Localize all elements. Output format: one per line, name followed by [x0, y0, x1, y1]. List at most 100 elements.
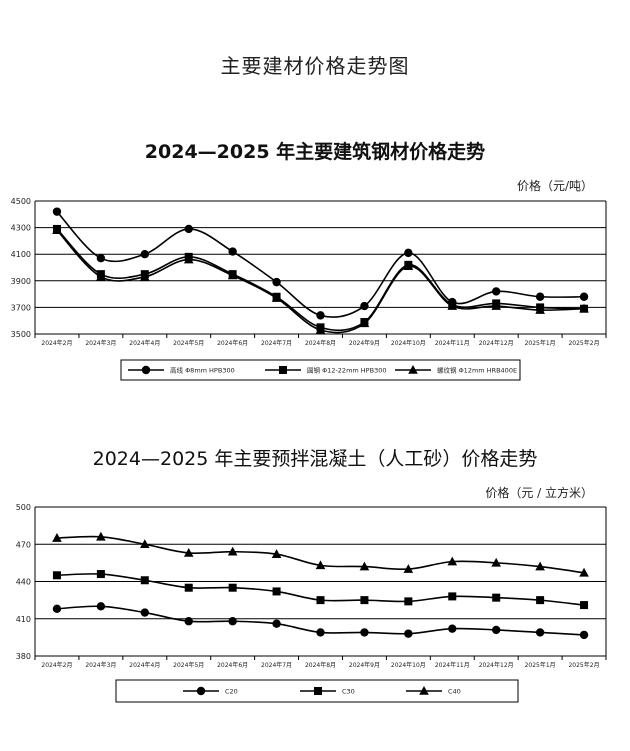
steel-x-tick-label: 2024年7月 [261, 339, 292, 347]
concrete-series-1-point [491, 625, 501, 635]
steel-legend-marker [279, 366, 287, 374]
concrete-x-tick-label: 2025年1月 [525, 661, 556, 669]
steel-x-tick-label: 2024年2月 [41, 339, 72, 347]
concrete-series-2-point [96, 570, 105, 579]
concrete-series-1-point [448, 624, 457, 633]
concrete-series-1-point [404, 629, 413, 638]
concrete-series-2-point [360, 596, 369, 605]
steel-series-1-point [579, 292, 589, 301]
concrete-series-2-point [492, 593, 501, 602]
concrete-legend-label: C40 [448, 688, 461, 696]
concrete-x-tick-label: 2024年11月 [435, 661, 470, 669]
concrete-series-1-point [360, 628, 369, 637]
steel-x-tick-label: 2024年6月 [217, 339, 248, 347]
steel-y-tick-label: 4100 [11, 250, 31, 259]
concrete-series-2-point [272, 587, 281, 596]
concrete-x-tick-label: 2024年4月 [129, 661, 160, 669]
concrete-series-2-point [580, 601, 589, 610]
concrete-y-unit: 价格（元 / 立方米） [485, 486, 593, 500]
concrete-series-1-point [140, 608, 150, 617]
concrete-series-3-point [403, 564, 414, 573]
concrete-legend-label: C30 [342, 688, 355, 696]
steel-x-tick-label: 2024年11月 [435, 339, 470, 347]
concrete-x-tick-label: 2024年3月 [85, 661, 116, 669]
concrete-series-2-point [316, 596, 325, 605]
steel-series-1-point [96, 253, 106, 263]
concrete-series-2-point [52, 571, 61, 580]
steel-x-tick-label: 2024年3月 [85, 339, 116, 347]
steel-series-1-point [360, 301, 369, 311]
concrete-y-tick-label: 470 [16, 540, 31, 549]
page-title: 主要建材价格走势图 [220, 54, 410, 78]
steel-x-tick-label: 2025年1月 [525, 339, 556, 347]
steel-series-1-point [184, 224, 193, 234]
concrete-y-tick-label: 500 [16, 503, 31, 512]
steel-series-3-point [447, 301, 458, 310]
concrete-x-tick-label: 2024年5月 [173, 661, 204, 669]
concrete-series-3-point [535, 561, 545, 571]
steel-x-tick-label: 2024年12月 [479, 339, 514, 347]
steel-series-3-point [491, 301, 501, 310]
concrete-series-2-point [536, 596, 545, 605]
steel-x-tick-label: 2024年8月 [305, 339, 336, 347]
concrete-series-2-point [404, 597, 413, 606]
steel-legend-marker [408, 365, 418, 374]
concrete-series-3-point [447, 556, 458, 566]
concrete-y-tick-label: 380 [16, 652, 31, 661]
steel-legend-label: 高线 Φ8mm HPB300 [170, 366, 235, 375]
concrete-y-tick-label: 440 [16, 578, 31, 587]
steel-chart-title: 2024—2025 年主要建筑钢材价格走势 [144, 141, 486, 163]
concrete-series-1-point [535, 628, 545, 637]
concrete-legend-box [115, 679, 519, 703]
concrete-series-1-point [316, 628, 325, 637]
steel-series-1-point [491, 287, 501, 296]
steel-y-tick-label: 3700 [11, 303, 31, 312]
steel-legend-marker [141, 365, 151, 375]
steel-series-1-point [52, 207, 62, 216]
concrete-series-1-point [96, 602, 106, 611]
concrete-x-tick-label: 2025年2月 [568, 661, 599, 669]
steel-series-3-point [140, 271, 150, 281]
concrete-x-tick-label: 2024年9月 [349, 661, 380, 669]
steel-series-3-point [579, 303, 589, 313]
steel-series-3-point [227, 270, 238, 280]
steel-series-3-point [271, 293, 282, 302]
concrete-series-3-point [140, 539, 150, 549]
steel-series-1-point [140, 250, 150, 259]
concrete-series-1-point [184, 617, 193, 626]
concrete-x-tick-label: 2024年2月 [41, 661, 72, 669]
concrete-series-2-point [184, 583, 193, 592]
concrete-chart-title: 2024—2025 年主要预拌混凝土（人工砂）价格走势 [92, 448, 538, 470]
concrete-legend-marker [196, 686, 206, 696]
steel-legend-label: 圆钢 Φ12-22mm HPB300 [307, 367, 386, 375]
steel-series-3-point [535, 305, 545, 314]
steel-series-3-point [183, 254, 194, 264]
concrete-x-tick-label: 2024年12月 [479, 661, 514, 669]
steel-x-tick-label: 2024年4月 [129, 339, 160, 347]
concrete-series-3-point [96, 531, 106, 541]
steel-y-tick-label: 4300 [11, 224, 31, 233]
steel-series-1-point [535, 292, 545, 301]
steel-y-tick-label: 4500 [11, 197, 31, 206]
steel-y-tick-label: 3900 [11, 277, 31, 286]
concrete-x-tick-label: 2024年10月 [391, 661, 426, 669]
concrete-series-2-point [228, 583, 237, 592]
steel-series-1-point [316, 311, 325, 320]
concrete-series-3-point [183, 547, 194, 557]
concrete-x-tick-label: 2024年7月 [261, 661, 292, 669]
concrete-series-1-point [272, 619, 281, 628]
concrete-series-1-point [52, 604, 62, 614]
concrete-series-3-point [491, 557, 501, 567]
steel-y-tick-label: 3500 [11, 330, 31, 339]
steel-x-tick-label: 2024年5月 [173, 339, 204, 347]
steel-series-1-point [228, 247, 237, 256]
concrete-legend-marker [419, 686, 429, 695]
steel-x-tick-label: 2024年9月 [349, 339, 380, 347]
concrete-series-3-point [315, 560, 326, 570]
concrete-series-3-point [52, 533, 62, 542]
concrete-x-tick-label: 2024年8月 [305, 661, 336, 669]
concrete-series-2-point [448, 592, 457, 601]
steel-series-3-point [315, 325, 326, 334]
steel-x-tick-label: 2025年2月 [568, 339, 599, 347]
steel-series-3-point [52, 225, 62, 235]
